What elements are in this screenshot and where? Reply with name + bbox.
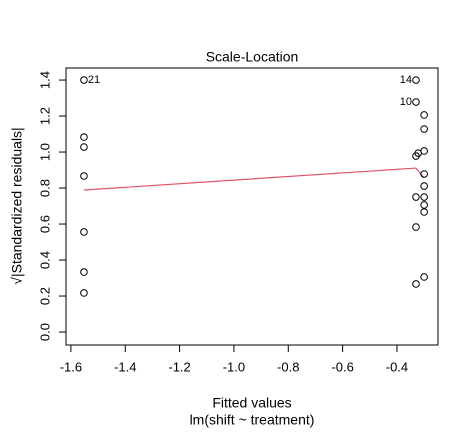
smoother-line bbox=[83, 167, 425, 191]
point bbox=[420, 111, 428, 119]
point bbox=[412, 76, 420, 84]
x-tick-label: -1.4 bbox=[114, 359, 136, 374]
x-tick-label: -1.6 bbox=[60, 359, 82, 374]
point bbox=[412, 280, 420, 288]
chart-title: Scale-Location bbox=[206, 49, 299, 65]
x-tick-label: -0.4 bbox=[386, 359, 408, 374]
y-tick-label: 0.8 bbox=[37, 179, 52, 197]
y-tick-label: 0.6 bbox=[37, 215, 52, 233]
point bbox=[80, 143, 88, 151]
y-tick-label: 1.4 bbox=[37, 71, 52, 89]
x-tick-label: -1.0 bbox=[223, 359, 245, 374]
point bbox=[80, 133, 88, 141]
y-tick-label: 0.2 bbox=[37, 287, 52, 305]
point bbox=[420, 193, 428, 201]
point-label: 21 bbox=[88, 74, 100, 86]
point bbox=[412, 98, 420, 106]
plot-frame bbox=[65, 67, 439, 346]
x-tick-label: -1.2 bbox=[168, 359, 190, 374]
point-label: 14 bbox=[400, 74, 412, 86]
x-axis-sublabel: lm(shift ~ treatment) bbox=[190, 412, 315, 428]
x-tick-label: -0.8 bbox=[277, 359, 299, 374]
point bbox=[420, 170, 428, 178]
y-tick-label: 0.4 bbox=[37, 251, 52, 269]
point bbox=[412, 193, 420, 201]
x-tick-label: -0.6 bbox=[331, 359, 353, 374]
x-axis-label: Fitted values bbox=[212, 395, 291, 411]
point bbox=[420, 125, 428, 133]
point bbox=[420, 182, 428, 190]
point bbox=[80, 289, 88, 297]
point bbox=[412, 152, 420, 160]
y-tick-label: 1.0 bbox=[37, 143, 52, 161]
point bbox=[420, 201, 428, 209]
point-label: 10 bbox=[400, 96, 412, 108]
point bbox=[420, 208, 428, 216]
point bbox=[80, 268, 88, 276]
point bbox=[80, 228, 88, 236]
point bbox=[412, 223, 420, 231]
y-axis-label: √|Standardized residuals| bbox=[9, 127, 25, 284]
point bbox=[80, 172, 88, 180]
y-tick-label: 0.0 bbox=[37, 323, 52, 341]
point bbox=[80, 76, 88, 84]
y-tick-label: 1.2 bbox=[37, 107, 52, 125]
point bbox=[420, 273, 428, 281]
